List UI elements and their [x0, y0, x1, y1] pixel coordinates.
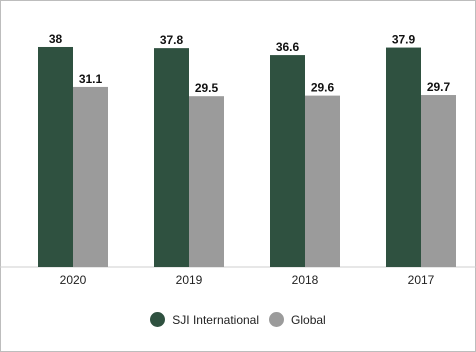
bar-global-2019[interactable]: [189, 96, 224, 267]
x-tick-label-2019: 2019: [176, 273, 203, 287]
x-tick-label-2017: 2017: [408, 273, 435, 287]
legend-swatch-global: [269, 312, 285, 327]
legend-swatch-sji-international: [150, 312, 166, 327]
data-label-sji-international-2017: 37.9: [392, 33, 416, 47]
legend-label-global: Global: [291, 312, 326, 327]
data-label-sji-international-2018: 36.6: [276, 40, 300, 54]
legend-item-global[interactable]: Global: [269, 312, 326, 327]
bar-sji-international-2019[interactable]: [154, 48, 189, 267]
bar-global-2018[interactable]: [305, 95, 340, 267]
data-label-sji-international-2019: 37.8: [160, 33, 184, 47]
data-label-sji-international-2020: 38: [49, 32, 63, 46]
data-label-global-2020: 31.1: [79, 72, 103, 86]
x-tick-label-2018: 2018: [292, 273, 319, 287]
data-label-global-2018: 29.6: [311, 81, 335, 95]
bar-sji-international-2017[interactable]: [386, 47, 421, 268]
bar-global-2020[interactable]: [73, 86, 108, 267]
bar-sji-international-2018[interactable]: [270, 55, 305, 267]
bar-sji-international-2020[interactable]: [38, 46, 73, 268]
x-tick-label-2020: 2020: [60, 273, 87, 287]
legend-item-sji-international[interactable]: SJI International: [150, 312, 259, 327]
legend-label-sji-international: SJI International: [172, 312, 260, 327]
chart-legend: SJI International Global: [0, 312, 476, 327]
bar-global-2017[interactable]: [421, 95, 456, 267]
data-label-global-2019: 29.5: [195, 81, 219, 95]
data-label-global-2017: 29.7: [427, 80, 451, 94]
